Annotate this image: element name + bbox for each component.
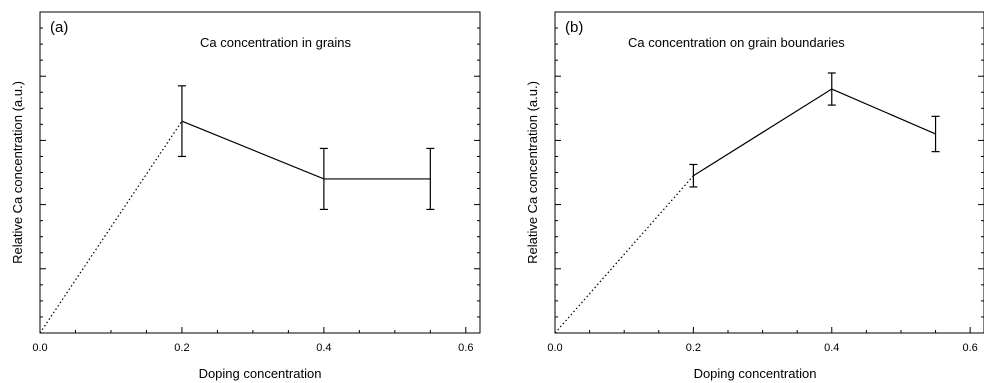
x-tick-label: 0.2 xyxy=(174,342,189,354)
chart-title: Ca concentration on grain boundaries xyxy=(628,35,845,50)
x-tick-label: 0.6 xyxy=(458,342,473,354)
series-line xyxy=(181,120,431,180)
x-axis-label: Doping concentration xyxy=(199,366,322,381)
extrapolation-line xyxy=(39,120,183,334)
y-axis-label: Relative Ca concentration (a.u.) xyxy=(10,81,25,264)
chart-panel-b: 0.0 0.2 0.4 0.6 (b) Ca concentration on grain… xyxy=(525,11,984,381)
plot-frame xyxy=(554,11,984,334)
panel-label: (a) xyxy=(50,19,68,36)
plot-frame xyxy=(39,11,481,334)
series-line xyxy=(693,88,936,177)
y-axis-label: Relative Ca concentration (a.u.) xyxy=(525,81,540,264)
x-tick-label: 0.2 xyxy=(686,342,701,354)
x-tick-label: 0.4 xyxy=(824,342,839,354)
x-tick-label: 0.4 xyxy=(316,342,331,354)
x-axis-label: Doping concentration xyxy=(694,366,817,381)
x-tick-label: 0.0 xyxy=(547,342,562,354)
x-tick-label: 0.6 xyxy=(963,342,978,354)
extrapolation-line xyxy=(554,175,694,334)
chart-panel-a: 0.0 0.2 0.4 0.6 (a) Ca concentration in grain… xyxy=(10,11,481,381)
panel-label: (b) xyxy=(565,19,583,36)
chart-title: Ca concentration in grains xyxy=(200,35,352,50)
x-tick-label: 0.0 xyxy=(32,342,47,354)
